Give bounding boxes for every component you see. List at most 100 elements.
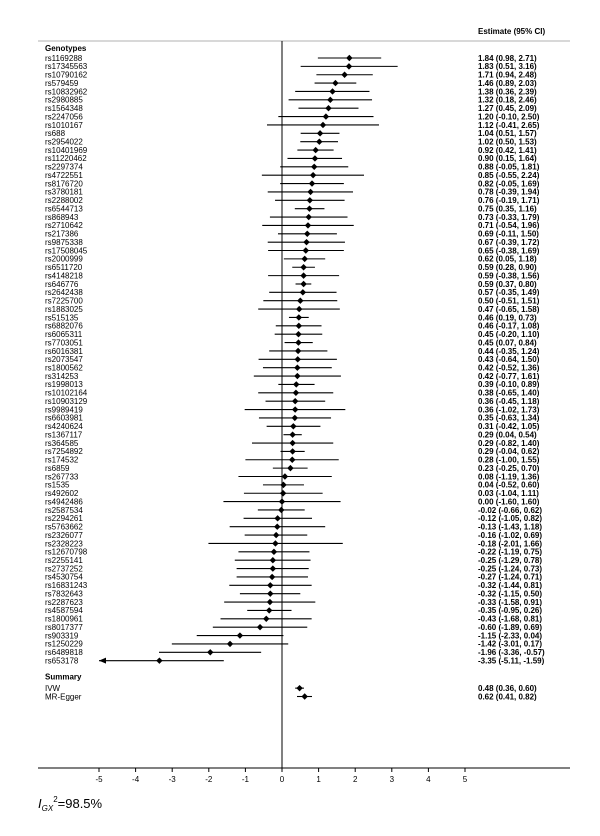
genotype-point-estimate (305, 213, 312, 221)
genotype-label: rs2326077 (45, 531, 83, 540)
genotype-estimate-text: 0.46 (-0.17, 1.08) (478, 322, 540, 331)
genotype-row: rs1535 0.04 (-0.52, 0.60) (45, 481, 540, 490)
genotype-row: rs6859 0.23 (-0.25, 0.70) (45, 464, 540, 473)
genotype-row: rs2073547 0.43 (-0.64, 1.50) (45, 355, 540, 364)
genotype-row: rs10832962 1.38 (0.36, 2.39) (45, 87, 537, 96)
genotype-row: rs4530754 -0.27 (-1.24, 0.71) (45, 573, 542, 582)
genotype-estimate-text: 0.36 (-1.02, 1.73) (478, 405, 540, 414)
x-tick-label: 0 (280, 775, 285, 784)
genotype-row: rs2980885 1.32 (0.18, 2.46) (45, 96, 537, 105)
genotype-row: rs9989419 0.36 (-1.02, 1.73) (45, 405, 540, 414)
genotype-label: rs5763662 (45, 523, 83, 532)
genotype-point-estimate (265, 607, 273, 614)
genotype-row: rs6489818 -1.96 (-3.36, -0.57) (45, 648, 545, 657)
genotype-point-estimate (291, 406, 299, 413)
genotype-estimate-text: 0.42 (-0.52, 1.36) (478, 363, 540, 372)
genotype-row: rs4587594 -0.35 (-0.95, 0.26) (45, 606, 542, 615)
genotype-row: rs7254892 0.29 (-0.04, 0.62) (45, 447, 540, 456)
genotype-row: rs4942486 0.00 (-1.60, 1.60) (45, 497, 540, 506)
genotype-label: rs2980885 (45, 96, 83, 105)
genotype-point-estimate (304, 230, 311, 237)
genotype-label: rs2737252 (45, 564, 83, 573)
genotype-label: rs1169288 (45, 54, 83, 63)
genotype-estimate-text: 0.35 (-0.63, 1.34) (478, 414, 540, 423)
genotype-point-estimate (294, 356, 301, 363)
genotype-point-estimate (325, 105, 332, 112)
genotype-label: rs267733 (45, 472, 79, 481)
genotype-label: rs16831243 (45, 581, 88, 590)
genotype-row: rs11220462 0.90 (0.15, 1.64) (45, 154, 537, 163)
genotype-estimate-text: -1.42 (-3.01, 0.17) (478, 640, 542, 649)
genotype-point-estimate (289, 448, 296, 455)
genotype-estimate-text: 0.23 (-0.25, 0.70) (478, 464, 540, 473)
genotype-label: rs9989419 (45, 405, 83, 414)
genotype-estimate-text: -0.12 (-1.05, 0.82) (478, 514, 542, 523)
genotype-row: rs2297374 0.88 (-0.05, 1.81) (45, 163, 540, 172)
genotype-label: rs4530754 (45, 573, 83, 582)
genotype-row: rs217386 0.69 (-0.11, 1.50) (45, 230, 539, 239)
genotype-point-estimate (329, 88, 336, 95)
genotype-point-estimate (299, 289, 307, 296)
genotype-row: rs1250229 -1.42 (-3.01, 0.17) (45, 640, 542, 649)
summary-label: MR-Egger (45, 692, 82, 701)
genotype-point-estimate (316, 130, 324, 137)
genotype-point-estimate (311, 163, 318, 171)
genotype-point-estimate (291, 397, 299, 405)
genotype-point-estimate (312, 146, 319, 154)
summary-point-estimate (301, 693, 308, 700)
genotype-label: rs2287623 (45, 598, 83, 607)
genotype-label: rs8017377 (45, 623, 83, 632)
genotype-point-estimate (281, 473, 289, 480)
genotype-point-estimate (269, 565, 277, 572)
x-tick-label: -3 (169, 775, 177, 784)
genotype-row: rs267733 0.08 (-1.19, 1.36) (45, 472, 540, 481)
genotype-label: rs10790162 (45, 71, 88, 80)
genotype-label: rs1367117 (45, 430, 83, 439)
genotype-row: rs8176720 0.82 (-0.05, 1.69) (45, 179, 540, 188)
genotype-estimate-text: 0.03 (-1.04, 1.11) (478, 489, 539, 498)
genotype-label: rs2247056 (45, 112, 83, 121)
genotype-point-estimate (294, 372, 301, 380)
genotype-label: rs314253 (45, 372, 79, 381)
genotype-row: rs1367117 0.29 (0.04, 0.54) (45, 430, 537, 439)
genotype-label: rs4942486 (45, 497, 83, 506)
genotype-row: rs2000999 0.62 (0.05, 1.18) (45, 255, 537, 264)
x-tick-label: 5 (463, 775, 468, 784)
genotype-point-estimate (303, 238, 310, 246)
genotype-row: rs6544713 0.75 (0.35, 1.16) (45, 204, 537, 213)
genotype-estimate-text: 0.67 (-0.39, 1.72) (478, 238, 540, 247)
genotype-estimate-text: 0.36 (-0.45, 1.18) (478, 397, 540, 406)
genotype-point-estimate (345, 63, 353, 70)
genotype-estimate-text: -0.27 (-1.24, 0.71) (478, 573, 542, 582)
genotype-estimate-text: -1.96 (-3.36, -0.57) (478, 648, 545, 657)
heterogeneity-footnote: IGX2=98.5% (38, 795, 103, 813)
genotype-point-estimate (306, 197, 314, 204)
genotype-estimate-text: 0.59 (0.28, 0.90) (478, 263, 537, 272)
section-genotypes-label: Genotypes (45, 44, 87, 53)
genotype-point-estimate (304, 222, 312, 229)
section-summary-label: Summary (45, 673, 82, 682)
genotype-row: rs2247056 1.20 (-0.10, 2.50) (45, 112, 540, 121)
summary-point-estimate (296, 684, 303, 692)
genotype-point-estimate (156, 657, 163, 664)
genotype-point-estimate (289, 439, 296, 447)
genotype-row: rs6065311 0.45 (-0.20, 1.10) (45, 330, 540, 339)
genotype-point-estimate (236, 632, 244, 639)
genotype-row: rs515135 0.46 (0.19, 0.73) (45, 313, 537, 322)
footnote-prefix: I (38, 796, 42, 811)
genotype-point-estimate (300, 264, 307, 271)
genotype-point-estimate (300, 272, 307, 279)
genotype-estimate-text: 0.78 (-0.39, 1.94) (478, 188, 540, 197)
genotype-row: rs7225700 0.50 (-0.51, 1.51) (45, 297, 540, 306)
genotype-point-estimate (291, 414, 299, 422)
genotype-estimate-text: 1.38 (0.36, 2.39) (478, 87, 537, 96)
genotype-estimate-text: -1.15 (-2.33, 0.04) (478, 631, 542, 640)
genotype-estimate-text: 0.62 (0.05, 1.18) (478, 255, 537, 264)
genotype-label: rs2255141 (45, 556, 83, 565)
genotype-row: rs1883025 0.47 (-0.65, 1.58) (45, 305, 540, 314)
genotype-point-estimate (256, 623, 264, 631)
genotype-estimate-text: 0.45 (0.07, 0.84) (478, 338, 537, 347)
genotype-estimate-text: 0.71 (-0.54, 1.96) (478, 221, 540, 230)
genotype-ci-arrow (99, 657, 106, 664)
estimate-column-header: Estimate (95% CI) (478, 27, 545, 36)
